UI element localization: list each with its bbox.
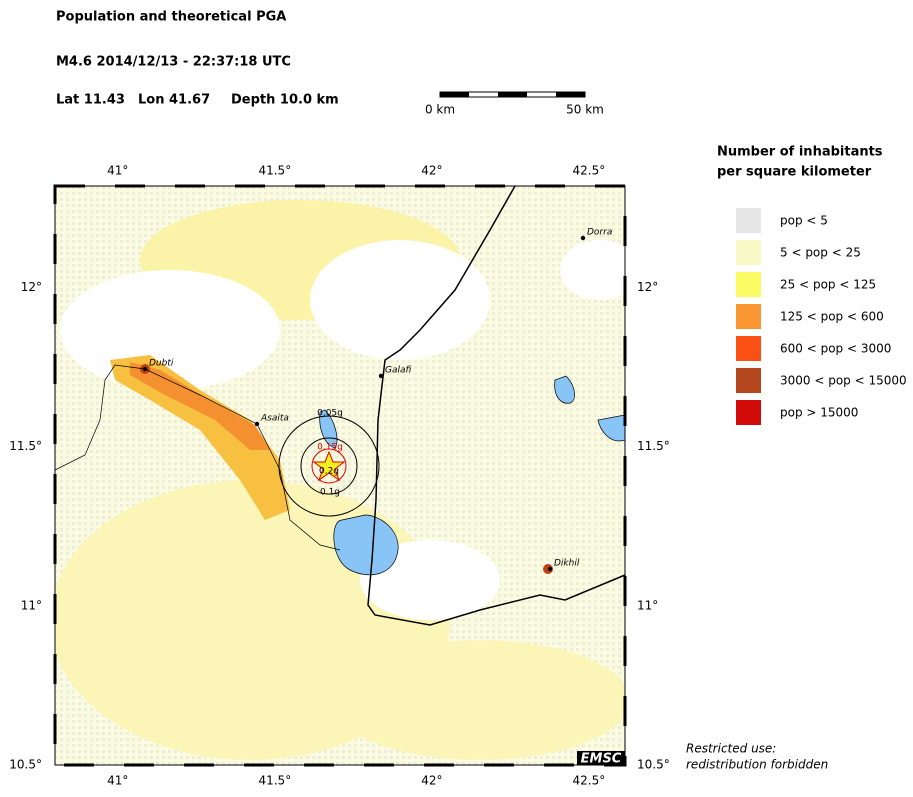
lon: Lon 41.67 bbox=[138, 93, 210, 108]
city-label: Asaita bbox=[260, 414, 289, 424]
legend-label: 3000 < pop < 15000 bbox=[780, 374, 907, 388]
scale-end: 50 km bbox=[566, 103, 604, 117]
legend-swatch bbox=[736, 368, 761, 393]
map bbox=[55, 186, 625, 765]
city-dot bbox=[378, 373, 384, 379]
lon-tick-label: 41° bbox=[107, 774, 128, 788]
city-label: Galafi bbox=[385, 366, 412, 376]
lon-tick-label: 41° bbox=[107, 164, 128, 178]
city-label: Dubti bbox=[149, 359, 174, 369]
city-label: Dorra bbox=[587, 228, 612, 238]
pga-label: 0.05g bbox=[317, 409, 343, 419]
city-dot bbox=[142, 366, 148, 372]
legend-swatch bbox=[736, 240, 761, 265]
scale-bar bbox=[439, 91, 586, 98]
lon-tick-label: 41.5° bbox=[258, 774, 291, 788]
footer: Restricted use: bbox=[686, 742, 776, 756]
lat-tick-label: 10.5° bbox=[637, 758, 670, 772]
pga-label: 0.15g bbox=[317, 443, 343, 453]
city-label: Dikhil bbox=[554, 559, 580, 569]
legend-label: 600 < pop < 3000 bbox=[780, 342, 891, 356]
legend-title: per square kilometer bbox=[717, 165, 872, 180]
legend-label: pop < 5 bbox=[780, 214, 828, 228]
city-dot bbox=[254, 421, 260, 427]
legend-label: 125 < pop < 600 bbox=[780, 310, 884, 324]
pga-label: 0.2g bbox=[319, 467, 339, 477]
lon-tick-label: 42.5° bbox=[573, 164, 606, 178]
lon-tick-label: 42° bbox=[421, 774, 442, 788]
legend-label: 25 < pop < 125 bbox=[780, 278, 876, 292]
lon-tick-label: 41.5° bbox=[258, 164, 291, 178]
legend-label: 5 < pop < 25 bbox=[780, 246, 861, 260]
legend-label: pop > 15000 bbox=[780, 406, 858, 420]
scale-start: 0 km bbox=[425, 103, 455, 117]
lat-tick-label: 11.5° bbox=[9, 439, 42, 453]
legend-title: Number of inhabitants bbox=[717, 145, 883, 160]
city-dot bbox=[580, 235, 586, 241]
depth: Depth 10.0 km bbox=[231, 93, 339, 108]
map-frame-line bbox=[54, 185, 626, 766]
lat-tick-label: 12° bbox=[21, 280, 42, 294]
lat-tick-label: 11.5° bbox=[637, 439, 670, 453]
lat-tick-label: 12° bbox=[637, 280, 658, 294]
event: M4.6 2014/12/13 - 22:37:18 UTC bbox=[56, 55, 291, 70]
legend-swatch bbox=[736, 336, 761, 361]
logo: EMSC bbox=[581, 752, 622, 767]
lat-tick-label: 10.5° bbox=[9, 758, 42, 772]
title: Population and theoretical PGA bbox=[56, 10, 286, 25]
city-dot bbox=[547, 566, 553, 572]
footer: redistribution forbidden bbox=[686, 758, 828, 772]
lat: Lat 11.43 bbox=[56, 93, 125, 108]
logo-box bbox=[577, 751, 625, 765]
legend-swatch bbox=[736, 208, 761, 233]
legend-swatch bbox=[736, 272, 761, 297]
lon-tick-label: 42.5° bbox=[573, 774, 606, 788]
lat-tick-label: 11° bbox=[637, 598, 658, 612]
pga-label: 0.1g bbox=[320, 488, 340, 498]
legend-swatch bbox=[736, 304, 761, 329]
lat-tick-label: 11° bbox=[21, 598, 42, 612]
lon-tick-label: 42° bbox=[421, 164, 442, 178]
legend-swatch bbox=[736, 400, 761, 425]
